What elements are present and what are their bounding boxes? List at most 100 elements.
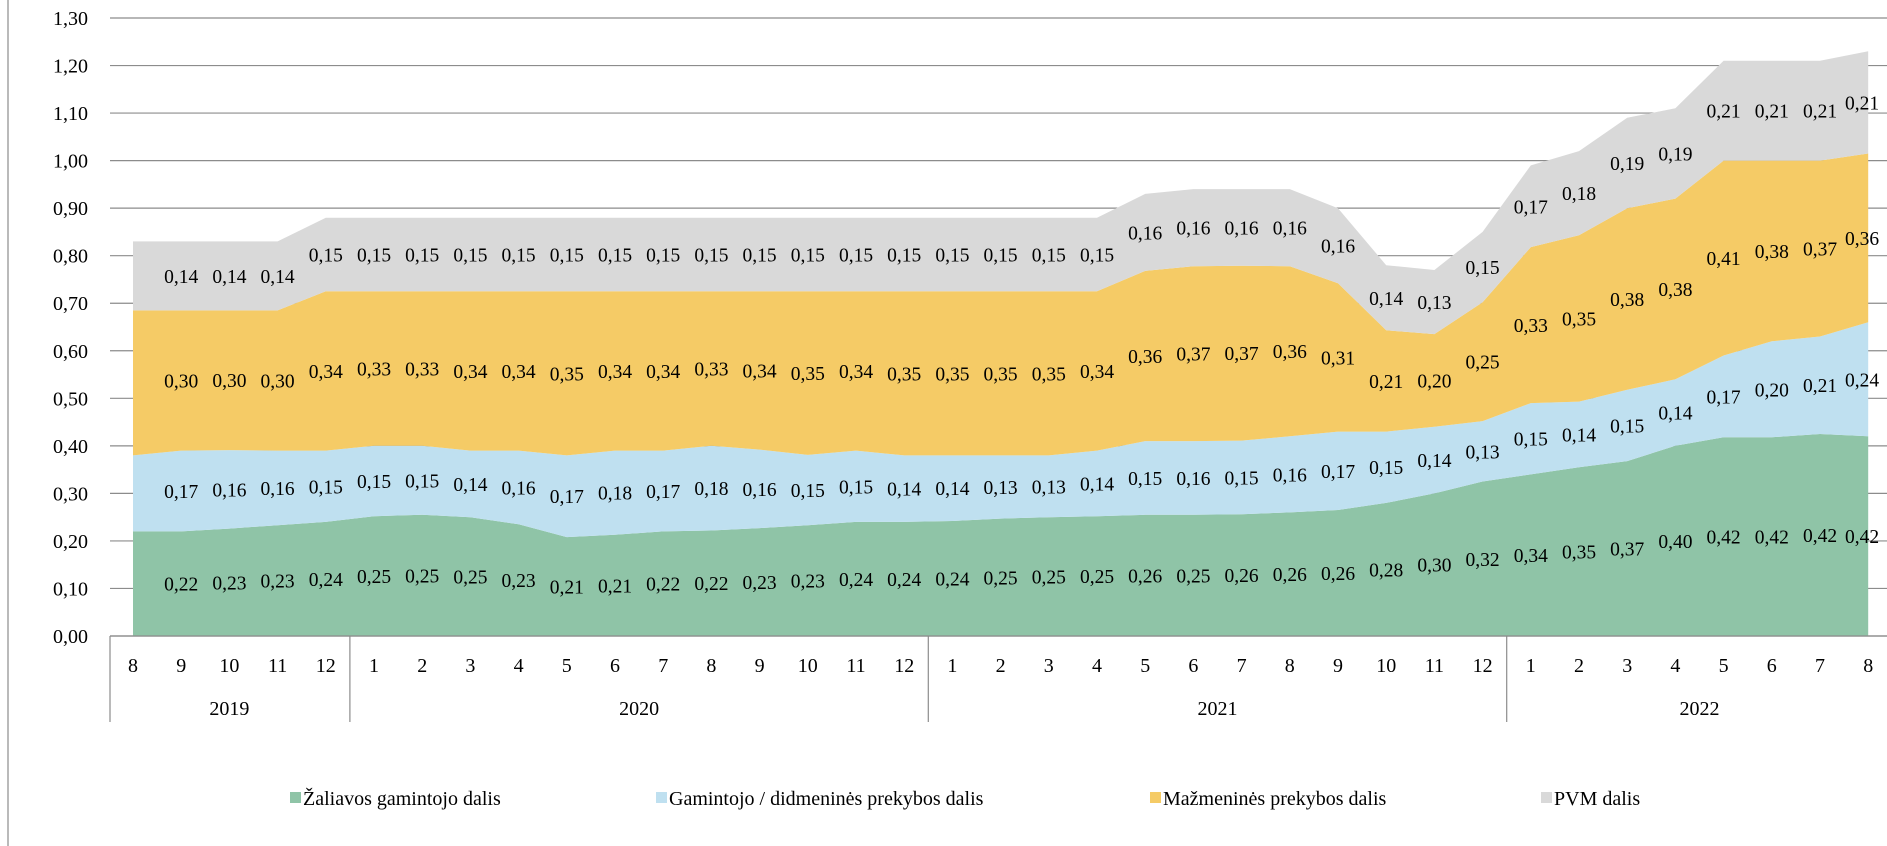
x-tick-month: 9 [176, 655, 186, 677]
data-label-s3: 0,37 [1225, 344, 1259, 365]
data-label-s1: 0,23 [743, 573, 777, 594]
data-label-s3: 0,35 [935, 364, 969, 385]
y-tick-label: 0,00 [53, 626, 88, 648]
data-label-s3: 0,34 [743, 361, 777, 382]
x-year-label: 2021 [1198, 698, 1238, 720]
area-series-2 [133, 322, 1869, 538]
x-tick-month: 7 [1815, 655, 1825, 677]
data-label-s2: 0,15 [1225, 468, 1259, 489]
x-tick-month: 8 [706, 655, 716, 677]
x-tick-month: 3 [465, 655, 475, 677]
data-label-s4: 0,14 [261, 267, 295, 288]
x-tick-month: 1 [947, 655, 957, 677]
y-tick-label: 0,10 [53, 578, 88, 600]
legend-label-4: PVM dalis [1554, 788, 1640, 810]
y-tick-label: 0,70 [53, 293, 88, 315]
data-label-s2: 0,17 [164, 482, 198, 503]
data-label-s1: 0,26 [1321, 564, 1355, 585]
data-label-s3: 0,35 [550, 364, 584, 385]
y-tick-label: 0,80 [53, 246, 88, 268]
data-label-s3: 0,41 [1707, 249, 1741, 270]
data-label-s2: 0,15 [1514, 430, 1548, 451]
x-year-label: 2022 [1680, 698, 1720, 720]
x-tick-month: 9 [1333, 655, 1343, 677]
data-label-s1: 0,25 [357, 567, 391, 588]
x-tick-month: 12 [1473, 655, 1493, 677]
data-label-s1: 0,21 [598, 576, 632, 597]
data-label-s3: 0,34 [646, 362, 680, 383]
area-series-4 [133, 51, 1869, 335]
data-label-s1: 0,22 [646, 575, 680, 596]
data-label-s2: 0,14 [1080, 474, 1114, 495]
data-label-s3: 0,34 [453, 362, 487, 383]
x-tick-month: 1 [369, 655, 379, 677]
data-label-s3: 0,30 [164, 371, 198, 392]
x-tick-month: 1 [1526, 655, 1536, 677]
x-tick-month: 6 [1767, 655, 1777, 677]
data-label-s1: 0,35 [1562, 543, 1596, 564]
data-label-s1: 0,24 [935, 569, 969, 590]
data-label-s2: 0,15 [357, 472, 391, 493]
data-label-s4: 0,21 [1707, 102, 1741, 123]
data-label-s4: 0,14 [164, 267, 198, 288]
data-label-s1: 0,42 [1803, 526, 1837, 547]
data-label-s3: 0,36 [1845, 229, 1879, 250]
legend-swatch-3 [1150, 792, 1161, 803]
data-label-s3: 0,33 [405, 360, 439, 381]
data-label-s2: 0,15 [1128, 469, 1162, 490]
data-label-s4: 0,15 [550, 246, 584, 267]
data-label-s2: 0,18 [598, 484, 632, 505]
data-label-s2: 0,14 [935, 479, 969, 500]
data-label-s4: 0,21 [1845, 93, 1879, 114]
data-label-s3: 0,20 [1417, 371, 1451, 392]
x-tick-month: 3 [1044, 655, 1054, 677]
data-label-s4: 0,21 [1803, 102, 1837, 123]
data-label-s3: 0,35 [791, 364, 825, 385]
data-label-s2: 0,15 [405, 471, 439, 492]
data-label-s4: 0,16 [1225, 218, 1259, 239]
legend-swatch-2 [656, 792, 667, 803]
data-label-s2: 0,17 [646, 482, 680, 503]
x-tick-month: 12 [316, 655, 336, 677]
data-label-s3: 0,38 [1658, 280, 1692, 301]
data-label-s3: 0,35 [1562, 309, 1596, 330]
data-label-s2: 0,13 [984, 478, 1018, 499]
area-series-3 [133, 153, 1869, 456]
axes: 0,00 0,10 0,20 0,30 0,40 0,50 0,60 0,70 0,80 0,90… [7, 0, 1887, 846]
legend: Žaliavos gamintojo dalis Gamintojo / didm… [290, 787, 1640, 810]
y-tick-label: 0,40 [53, 436, 88, 458]
y-tick-label: 1,00 [53, 151, 88, 173]
x-tick-month: 6 [610, 655, 620, 677]
x-tick-month: 4 [1092, 655, 1102, 677]
data-label-s1: 0,22 [694, 574, 728, 595]
data-label-s3: 0,30 [261, 371, 295, 392]
data-label-s2: 0,16 [1273, 465, 1307, 486]
data-label-s3: 0,33 [694, 360, 728, 381]
x-tick-month: 12 [894, 655, 914, 677]
data-label-s2: 0,18 [694, 479, 728, 500]
x-tick-month: 7 [658, 655, 668, 677]
data-label-s1: 0,23 [261, 572, 295, 593]
data-label-s4: 0,17 [1514, 197, 1548, 218]
data-label-s4: 0,15 [502, 246, 536, 267]
data-label-s2: 0,16 [743, 480, 777, 501]
data-label-s2: 0,17 [1707, 387, 1741, 408]
data-label-s1: 0,40 [1658, 532, 1692, 553]
data-label-s2: 0,14 [887, 480, 921, 501]
x-tick-month: 5 [1719, 655, 1729, 677]
data-label-s3: 0,34 [502, 362, 536, 383]
data-label-s4: 0,15 [791, 246, 825, 267]
data-label-s2: 0,14 [453, 475, 487, 496]
data-label-s4: 0,15 [984, 246, 1018, 267]
data-label-s3: 0,37 [1803, 240, 1837, 261]
x-tick-month: 4 [1670, 655, 1680, 677]
data-label-s1: 0,25 [1080, 567, 1114, 588]
x-tick-month: 2 [1574, 655, 1584, 677]
data-label-s1: 0,26 [1128, 566, 1162, 587]
data-label-s2: 0,15 [1610, 416, 1644, 437]
data-label-s3: 0,34 [309, 362, 343, 383]
data-label-s1: 0,32 [1466, 550, 1500, 571]
y-tick-label: 1,10 [53, 103, 88, 125]
data-label-s1: 0,24 [309, 570, 343, 591]
x-tick-month: 10 [798, 655, 818, 677]
